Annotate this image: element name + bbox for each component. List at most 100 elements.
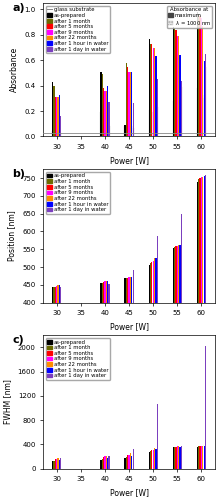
Bar	[174, 102, 175, 136]
Bar	[100, 112, 102, 136]
Bar	[174, 248, 175, 445]
Bar	[177, 104, 178, 136]
Bar	[179, 447, 181, 469]
Bar	[173, 248, 174, 445]
Bar	[102, 74, 103, 136]
Bar	[100, 283, 102, 445]
Bar	[202, 446, 203, 469]
Bar	[108, 284, 110, 445]
Bar	[131, 456, 132, 469]
Bar	[133, 270, 134, 445]
Bar	[52, 82, 53, 136]
Bar	[102, 460, 103, 469]
Bar	[55, 97, 56, 136]
Bar	[104, 282, 106, 445]
Bar	[55, 459, 56, 469]
Bar	[58, 285, 59, 445]
Bar	[198, 14, 199, 136]
Bar	[154, 48, 155, 136]
Bar	[126, 126, 127, 136]
Bar	[204, 62, 205, 136]
Bar	[173, 448, 174, 469]
Bar	[198, 92, 199, 136]
Bar	[181, 87, 182, 136]
Bar	[179, 98, 181, 136]
Bar	[131, 72, 132, 136]
Bar	[104, 90, 106, 136]
Y-axis label: FWHM [nm]: FWHM [nm]	[3, 380, 12, 424]
Bar	[151, 44, 152, 136]
Bar	[154, 258, 155, 445]
X-axis label: Power [W]: Power [W]	[110, 156, 149, 164]
Bar	[52, 286, 53, 445]
Bar	[177, 246, 178, 445]
Bar	[174, 447, 175, 469]
Bar	[148, 452, 150, 469]
Bar	[150, 451, 151, 469]
Bar	[126, 63, 127, 136]
Bar	[58, 458, 59, 469]
Bar	[127, 456, 128, 469]
Bar	[157, 236, 158, 445]
Bar	[103, 88, 104, 136]
Bar	[59, 460, 60, 469]
Bar	[181, 446, 182, 469]
Bar	[148, 265, 150, 445]
Bar	[205, 54, 206, 136]
Bar	[151, 450, 152, 469]
Legend: maximum, $\lambda$ = 1000 nm: maximum, $\lambda$ = 1000 nm	[167, 6, 212, 28]
Bar	[127, 278, 128, 445]
Bar	[153, 260, 154, 445]
Bar	[127, 66, 128, 136]
Bar	[103, 282, 104, 445]
Bar	[108, 126, 110, 136]
Bar	[181, 80, 182, 136]
Bar	[102, 283, 103, 445]
Bar	[106, 90, 107, 136]
Bar	[178, 36, 179, 136]
Bar	[155, 258, 157, 445]
Text: a): a)	[12, 3, 25, 13]
Bar	[173, 27, 174, 136]
Bar	[202, 26, 203, 136]
Bar	[199, 16, 201, 136]
Bar	[204, 176, 205, 445]
Bar	[155, 111, 157, 136]
Bar	[199, 446, 201, 469]
Bar	[53, 132, 55, 136]
Bar	[131, 126, 132, 136]
Bar	[173, 101, 174, 136]
Bar	[130, 72, 131, 136]
Bar	[199, 94, 201, 136]
Bar	[130, 276, 131, 445]
Bar	[198, 179, 199, 445]
Bar	[181, 214, 182, 445]
Bar	[58, 97, 59, 136]
Bar	[108, 102, 110, 136]
Bar	[133, 448, 134, 469]
Bar	[126, 278, 127, 445]
Bar	[106, 282, 107, 445]
Bar	[175, 446, 177, 469]
Bar	[154, 112, 155, 136]
Bar	[175, 246, 177, 445]
Bar	[55, 286, 56, 445]
Bar	[103, 118, 104, 137]
Text: b): b)	[12, 169, 25, 179]
Bar	[52, 461, 53, 469]
Bar	[53, 460, 55, 469]
Bar	[130, 128, 131, 136]
Bar	[52, 132, 53, 136]
Bar	[178, 104, 179, 136]
Bar	[104, 118, 106, 136]
Bar	[204, 446, 205, 469]
Bar	[107, 458, 108, 469]
Bar	[60, 458, 61, 469]
Bar	[56, 132, 57, 136]
Bar	[55, 132, 56, 136]
Bar	[148, 110, 150, 136]
Bar	[157, 107, 158, 136]
Bar	[59, 285, 60, 445]
Bar	[155, 450, 157, 469]
Bar	[133, 104, 134, 136]
